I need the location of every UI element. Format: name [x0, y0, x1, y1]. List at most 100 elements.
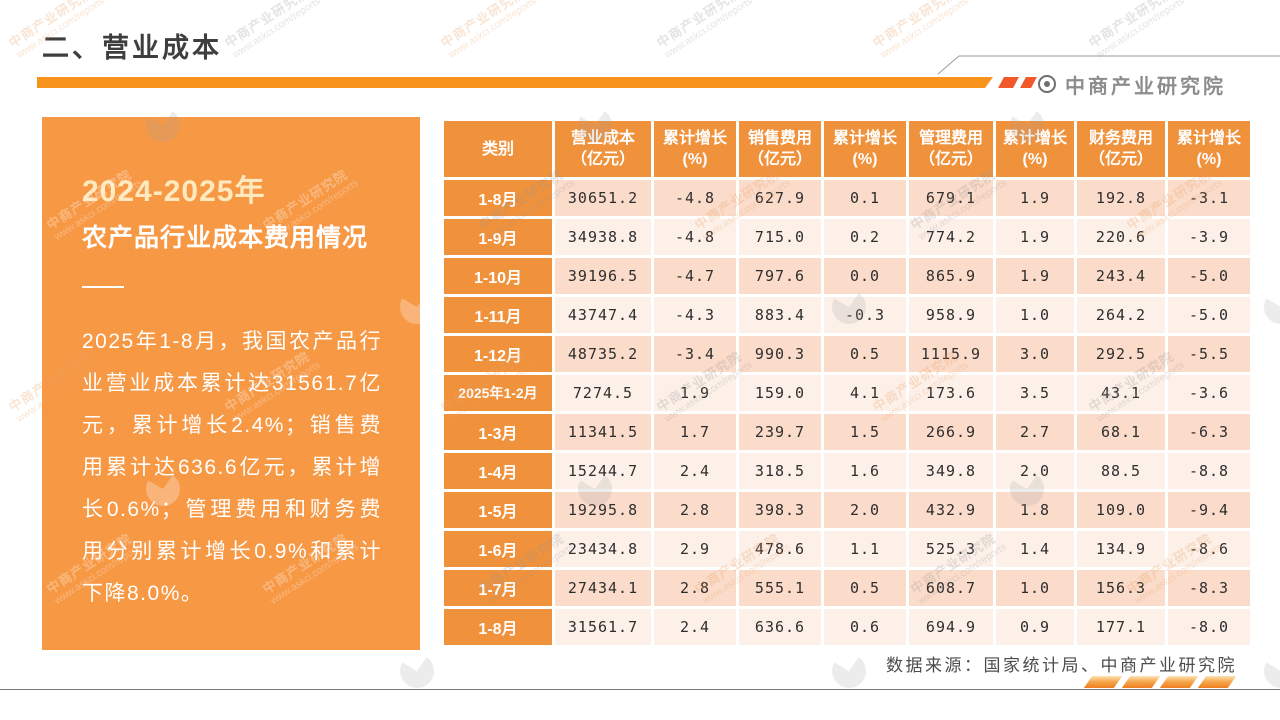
table-cell: 1115.9 — [909, 336, 993, 372]
table-cell: 715.0 — [739, 219, 821, 255]
table-cell: 19295.8 — [555, 492, 651, 528]
table-cell: 23434.8 — [555, 531, 651, 567]
col-header-line2: (%) — [682, 151, 708, 168]
row-label: 1-11月 — [444, 297, 552, 333]
row-label: 1-8月 — [444, 180, 552, 216]
table-cell: 627.9 — [739, 180, 821, 216]
table-cell: -4.8 — [654, 180, 736, 216]
table-cell: -3.4 — [654, 336, 736, 372]
table-cell: 156.3 — [1077, 570, 1165, 606]
table-cell: 15244.7 — [555, 453, 651, 489]
col-header-line1: 累计增长 — [1176, 130, 1241, 147]
table-header: 类别 营业成本 （亿元） 累计增长 (%) 销售费用 （亿元） 累计增长 (%) 管理费用 （亿元）… — [444, 121, 1250, 177]
panel-heading-subject: 农产品行业成本费用情况 — [82, 223, 369, 252]
watermark-text: 中商产业研究院 www.askci.com/reports — [222, 0, 323, 62]
table-cell: -3.9 — [1168, 219, 1250, 255]
table-cell: 2.4 — [654, 453, 736, 489]
table-cell: 608.7 — [909, 570, 993, 606]
col-header-line1: 累计增长 — [832, 130, 897, 147]
title-underline-bar — [37, 77, 993, 88]
table-cell: 134.9 — [1077, 531, 1165, 567]
table-cell: -8.6 — [1168, 531, 1250, 567]
col-header-line2: (%) — [1196, 151, 1222, 168]
table-cell: 1.1 — [824, 531, 906, 567]
row-label: 1-4月 — [444, 453, 552, 489]
table-cell: 159.0 — [739, 375, 821, 411]
table-cell: 3.0 — [996, 336, 1074, 372]
table-cell: 264.2 — [1077, 297, 1165, 333]
table-body: 1-8月 30651.2 -4.8 627.9 0.1 679.1 1.9 192.8 -3.1… — [444, 180, 1250, 645]
table-row: 1-12月 48735.2 -3.4 990.3 0.5 1115.9 3.0 292.5 -5… — [444, 336, 1250, 372]
table-cell: 43.1 — [1077, 375, 1165, 411]
page-title: 二、营业成本 — [42, 33, 222, 63]
table-cell: 1.9 — [654, 375, 736, 411]
bar-slash-icon — [1020, 77, 1037, 88]
watermark-pie-icon — [1257, 647, 1280, 695]
table-cell: -8.0 — [1168, 609, 1250, 645]
table-cell: 2.0 — [996, 453, 1074, 489]
watermark-url-text: www.askci.com/reports — [230, 0, 323, 61]
table-cell: 48735.2 — [555, 336, 651, 372]
table-cell: 177.1 — [1077, 609, 1165, 645]
table-cell: 43747.4 — [555, 297, 651, 333]
footer-slash-icon — [1121, 676, 1161, 688]
col-header: 累计增长 (%) — [824, 121, 906, 177]
table-cell: 2.8 — [654, 492, 736, 528]
watermark-url-text: www.askci.com/reports — [446, 0, 539, 61]
table-cell: 220.6 — [1077, 219, 1165, 255]
col-header: 管理费用 （亿元） — [909, 121, 993, 177]
table-cell: 3.5 — [996, 375, 1074, 411]
watermark-text: 中商产业研究院 www.askci.com/reports — [438, 0, 539, 62]
table-cell: 958.9 — [909, 297, 993, 333]
table-cell: 2.9 — [654, 531, 736, 567]
table-row: 1-3月 11341.5 1.7 239.7 1.5 266.9 2.7 68.1 -6.3 — [444, 414, 1250, 450]
table-cell: 797.6 — [739, 258, 821, 294]
col-header-line1: 类别 — [481, 140, 514, 158]
table-row: 1-7月 27434.1 2.8 555.1 0.5 608.7 1.0 156.3 -8.3 — [444, 570, 1250, 606]
table-row: 1-5月 19295.8 2.8 398.3 2.0 432.9 1.8 109.0 -9.4 — [444, 492, 1250, 528]
table-cell: 1.5 — [824, 414, 906, 450]
table-cell: 109.0 — [1077, 492, 1165, 528]
table-cell: 7274.5 — [555, 375, 651, 411]
table-cell: -4.3 — [654, 297, 736, 333]
watermark-brand-text: 中商产业研究院 — [438, 0, 529, 51]
table-cell: 192.8 — [1077, 180, 1165, 216]
col-header-line1: 累计增长 — [1002, 130, 1067, 147]
table-row: 1-8月 30651.2 -4.8 627.9 0.1 679.1 1.9 192.8 -3.1 — [444, 180, 1250, 216]
table-cell: -8.8 — [1168, 453, 1250, 489]
footer-slash-icon — [1197, 676, 1237, 688]
table-cell: 1.9 — [996, 258, 1074, 294]
table-cell: 68.1 — [1077, 414, 1165, 450]
table-cell: -3.1 — [1168, 180, 1250, 216]
table-cell: 4.1 — [824, 375, 906, 411]
table-cell: 2.8 — [654, 570, 736, 606]
table-cell: -6.3 — [1168, 414, 1250, 450]
col-header-line1: 营业成本 — [570, 130, 635, 147]
table-cell: 0.5 — [824, 570, 906, 606]
table-cell: 266.9 — [909, 414, 993, 450]
watermark-brand-text: 中商产业研究院 — [1086, 0, 1177, 51]
panel-heading-years: 2024-2025年 — [82, 175, 266, 208]
table-row: 1-4月 15244.7 2.4 318.5 1.6 349.8 2.0 88.5 -8.8 — [444, 453, 1250, 489]
footer-divider-line — [0, 689, 1280, 690]
table-cell: 555.1 — [739, 570, 821, 606]
table-cell: 478.6 — [739, 531, 821, 567]
table-cell: 88.5 — [1077, 453, 1165, 489]
table-cell: 636.6 — [739, 609, 821, 645]
row-label: 1-10月 — [444, 258, 552, 294]
table-cell: -5.0 — [1168, 258, 1250, 294]
col-header-line1: 管理费用 — [918, 130, 983, 147]
col-header-category: 类别 — [444, 121, 552, 177]
col-header: 销售费用 （亿元） — [739, 121, 821, 177]
watermark-url-text: www.askci.com/reports — [1094, 0, 1187, 61]
table-cell: 30651.2 — [555, 180, 651, 216]
table-row: 1-8月 31561.7 2.4 636.6 0.6 694.9 0.9 177.1 -8.0 — [444, 609, 1250, 645]
table-cell: 292.5 — [1077, 336, 1165, 372]
table-cell: 525.3 — [909, 531, 993, 567]
col-header: 营业成本 （亿元） — [555, 121, 651, 177]
watermark-pie-icon — [825, 647, 873, 695]
table-cell: 2.0 — [824, 492, 906, 528]
data-source-note: 数据来源：国家统计局、中商产业研究院 — [886, 656, 1237, 675]
table-cell: 0.6 — [824, 609, 906, 645]
col-header-line2: (%) — [1022, 151, 1048, 168]
